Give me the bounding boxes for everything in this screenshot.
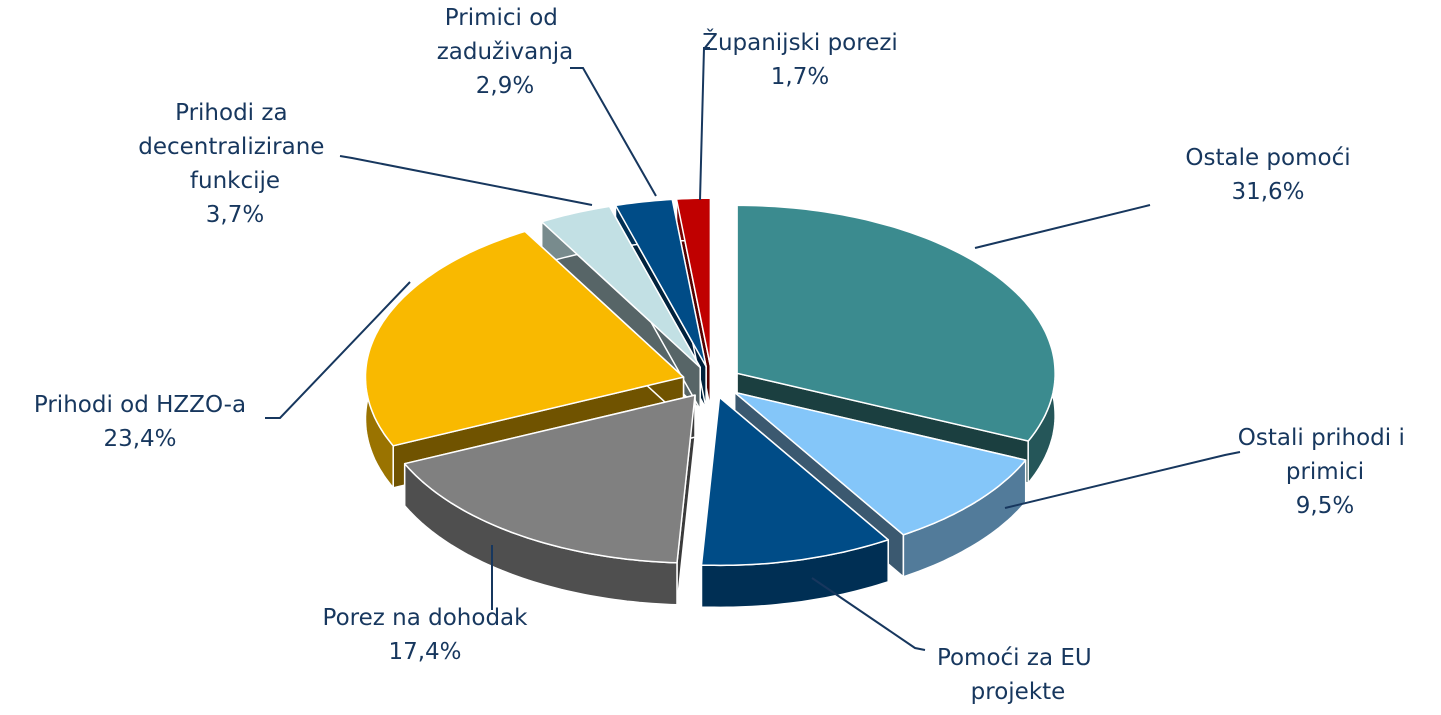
leader-line bbox=[570, 67, 657, 197]
value-label: 23,4% bbox=[103, 426, 176, 452]
label-line: zaduživanja bbox=[437, 39, 574, 65]
leader-line bbox=[339, 155, 593, 206]
leader-line bbox=[1004, 451, 1241, 509]
label-line: Ostali prihodi i bbox=[1238, 425, 1412, 451]
slice-top bbox=[736, 204, 1056, 442]
label-line: decentralizirane bbox=[138, 134, 332, 160]
leader-line bbox=[974, 204, 1151, 249]
slice-top bbox=[700, 396, 889, 567]
slice-label: Prihodi za decentralizirane funkcije bbox=[138, 100, 332, 194]
slice-label: Primici od zaduživanja bbox=[437, 5, 574, 65]
slice-top bbox=[675, 197, 712, 367]
label-line: Prihodi za bbox=[175, 100, 295, 126]
slice-label: Porez na dohodak bbox=[323, 605, 529, 631]
value-label: 2,9% bbox=[476, 73, 534, 99]
value-label: 9,8% bbox=[989, 713, 1047, 715]
label-line: Porez na dohodak bbox=[323, 605, 529, 631]
value-label: 17,4% bbox=[388, 639, 461, 665]
label-line: Pomoći za EU bbox=[937, 645, 1099, 671]
leader-line bbox=[265, 281, 411, 419]
label-line: projekte bbox=[971, 679, 1066, 705]
label-line: Ostale pomoći bbox=[1185, 145, 1350, 171]
slice-top bbox=[614, 198, 707, 368]
label-line: Županijski porezi bbox=[702, 28, 898, 56]
slice-top bbox=[540, 205, 701, 369]
slice-label: Pomoći za EU projekte bbox=[937, 645, 1099, 705]
leader-line bbox=[811, 577, 926, 651]
slice-label: Ostale pomoći bbox=[1185, 145, 1350, 171]
slice-label: Ostali prihodi i primici bbox=[1238, 425, 1412, 485]
slice-top bbox=[733, 391, 1027, 536]
slice-label: Županijski porezi bbox=[702, 28, 898, 56]
slice bbox=[403, 394, 696, 606]
label-line: primici bbox=[1286, 459, 1364, 485]
label-line: Prihodi od HZZO-a bbox=[34, 392, 246, 418]
value-label: 31,6% bbox=[1231, 179, 1304, 205]
value-label: 3,7% bbox=[206, 202, 264, 228]
slice bbox=[700, 396, 889, 609]
slice-top bbox=[403, 394, 696, 564]
value-label: 9,5% bbox=[1296, 493, 1354, 519]
leader-line bbox=[699, 47, 710, 201]
slice-top bbox=[364, 230, 685, 447]
label-line: funkcije bbox=[190, 168, 280, 194]
label-line: Primici od bbox=[445, 5, 565, 31]
value-label: 1,7% bbox=[771, 64, 829, 90]
slice-label: Prihodi od HZZO-a bbox=[34, 392, 246, 418]
